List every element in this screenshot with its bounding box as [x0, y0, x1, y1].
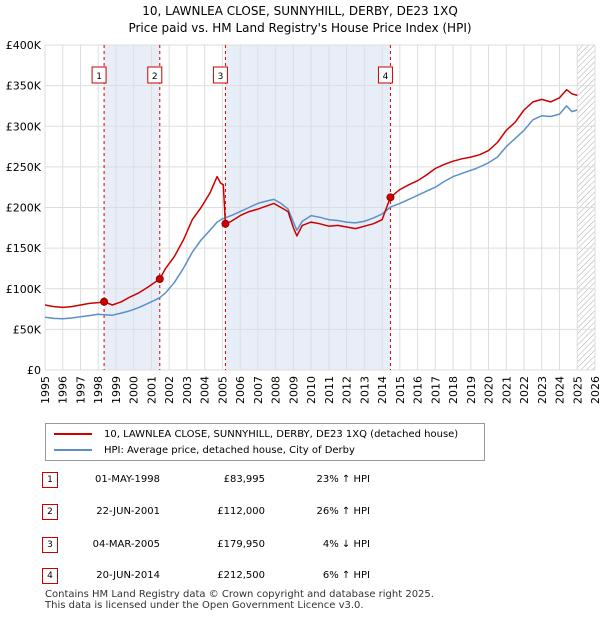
sale-date: 01-MAY-1998 [94, 474, 160, 485]
sale-price: £112,000 [217, 506, 265, 517]
sale-row: 1 01-MAY-1998 £83,995 23% ↑ HPI [0, 472, 600, 492]
legend-item-hpi: HPI: Average price, detached house, City… [54, 443, 355, 457]
x-tick-label: 2016 [412, 376, 425, 404]
sale-number-badge: 4 [42, 568, 58, 584]
x-tick-label: 1998 [92, 376, 105, 404]
sale-row: 2 22-JUN-2001 £112,000 26% ↑ HPI [0, 504, 600, 524]
x-tick-label: 1999 [110, 376, 123, 404]
x-tick-label: 2009 [287, 376, 300, 404]
hpi-series-line [45, 105, 578, 320]
x-tick-label: 2000 [128, 376, 141, 404]
y-tick-label: £0 [27, 364, 41, 377]
sale-marker-box [212, 66, 228, 84]
x-tick-label: 2024 [554, 376, 567, 404]
sale-marker-box [377, 66, 393, 84]
x-tick-label: 2014 [376, 376, 389, 404]
sale-point [221, 219, 230, 228]
x-tick-label: 1995 [39, 376, 52, 404]
x-tick-label: 2021 [500, 376, 513, 404]
x-tick-label: 2011 [323, 376, 336, 404]
sale-number-badge: 2 [42, 504, 58, 520]
x-tick-label: 2013 [358, 376, 371, 404]
sale-price: £179,950 [217, 539, 265, 550]
legend: 10, LAWNLEA CLOSE, SUNNYHILL, DERBY, DE2… [45, 423, 485, 461]
sale-marker-label: 3 [218, 72, 224, 82]
x-tick-label: 2018 [447, 376, 460, 404]
sale-price: £83,995 [223, 474, 265, 485]
sale-marker-label: 2 [152, 72, 158, 82]
sale-point [100, 297, 109, 306]
x-tick-label: 2012 [341, 376, 354, 404]
footer-line-1: Contains HM Land Registry data © Crown c… [45, 589, 434, 600]
sale-hpi-diff: 26% ↑ HPI [316, 506, 370, 517]
footer-note: Contains HM Land Registry data © Crown c… [45, 589, 434, 611]
legend-label-property: 10, LAWNLEA CLOSE, SUNNYHILL, DERBY, DE2… [104, 428, 459, 440]
y-tick-label: £50K [13, 323, 42, 336]
sale-point [155, 275, 164, 283]
x-tick-label: 2003 [181, 376, 194, 404]
sale-date: 04-MAR-2005 [92, 539, 160, 550]
x-tick-label: 1996 [57, 376, 70, 404]
sale-number-badge: 1 [42, 472, 58, 488]
price-chart: 1 2 3 4 £0 £50K £100K £150K £200K £250K £300K £350… [6, 39, 600, 404]
sale-row: 4 20-JUN-2014 £212,500 6% ↑ HPI [0, 568, 600, 588]
y-tick-label: £300K [6, 120, 42, 133]
sale-marker-label: 1 [96, 72, 102, 82]
sale-hpi-diff: 4% ↓ HPI [322, 539, 370, 550]
x-tick-label: 2025 [571, 376, 584, 404]
x-tick-label: 2022 [518, 376, 531, 404]
legend-swatch-property [54, 433, 92, 435]
legend-item-property: 10, LAWNLEA CLOSE, SUNNYHILL, DERBY, DE2… [54, 427, 458, 441]
x-tick-label: 2001 [145, 376, 158, 404]
x-tick-label: 2026 [589, 376, 600, 404]
x-tick-label: 2002 [163, 376, 176, 404]
x-tick-label: 2019 [465, 376, 478, 404]
x-tick-label: 2008 [270, 376, 283, 404]
sale-marker-box [91, 66, 107, 84]
chart-title: 10, LAWNLEA CLOSE, SUNNYHILL, DERBY, DE2… [142, 4, 458, 18]
y-tick-label: £350K [6, 80, 42, 93]
sale-date: 20-JUN-2014 [96, 570, 160, 581]
x-tick-label: 2020 [483, 376, 496, 404]
sale-point [386, 193, 395, 202]
x-tick-label: 2015 [394, 376, 407, 404]
sale-row: 3 04-MAR-2005 £179,950 4% ↓ HPI [0, 537, 600, 557]
x-tick-label: 2010 [305, 376, 318, 404]
sale-number-badge: 3 [42, 537, 58, 553]
property-series-line [45, 88, 578, 309]
x-tick-label: 2017 [429, 376, 442, 404]
x-tick-label: 2023 [536, 376, 549, 404]
y-tick-label: £250K [6, 161, 42, 174]
sale-hpi-diff: 23% ↑ HPI [316, 474, 370, 485]
y-tick-label: £200K [6, 202, 42, 215]
y-tick-label: £400K [6, 39, 42, 52]
legend-swatch-hpi [54, 449, 92, 451]
sale-price: £212,500 [217, 570, 265, 581]
sale-marker-box [147, 66, 163, 84]
x-tick-label: 1997 [74, 376, 87, 404]
legend-label-hpi: HPI: Average price, detached house, City… [104, 444, 355, 456]
x-tick-label: 2005 [216, 376, 229, 404]
sale-date: 22-JUN-2001 [96, 506, 160, 517]
y-tick-label: £100K [6, 283, 42, 296]
sale-hpi-diff: 6% ↑ HPI [322, 570, 370, 581]
x-tick-label: 2007 [252, 376, 265, 404]
footer-line-2: This data is licensed under the Open Gov… [45, 600, 364, 611]
x-tick-label: 2006 [234, 376, 247, 404]
chart-subtitle: Price paid vs. HM Land Registry's House … [128, 21, 472, 35]
x-tick-label: 2004 [199, 376, 212, 404]
sale-marker-label: 4 [383, 72, 389, 82]
y-tick-label: £150K [6, 242, 42, 255]
